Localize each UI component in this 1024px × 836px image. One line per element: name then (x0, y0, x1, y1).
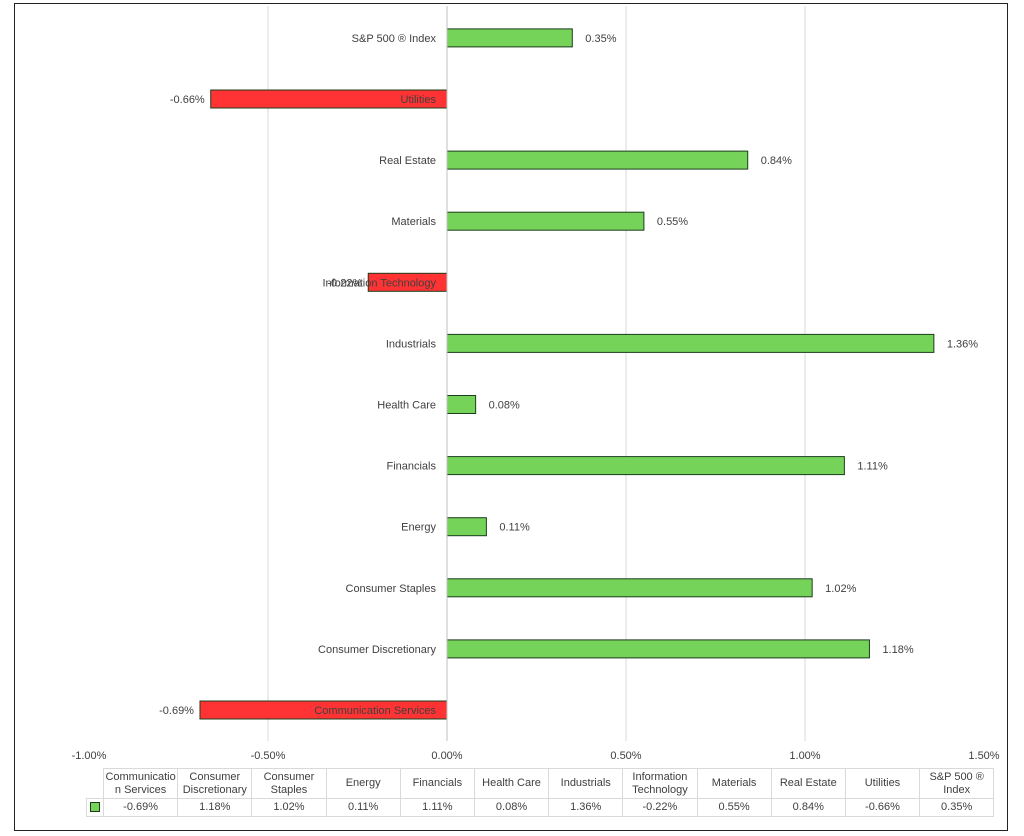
category-label: Energy (401, 522, 436, 534)
category-label: Financials (386, 461, 436, 473)
x-tick-label: 0.50% (610, 750, 641, 762)
value-label: -0.66% (170, 94, 205, 106)
value-label: 0.35% (585, 33, 616, 45)
legend-key-cell (86, 798, 104, 817)
data-table-header-cell: Consumer Staples (251, 768, 327, 799)
bar (446, 28, 573, 48)
data-table-value-cell: 0.11% (325, 798, 401, 817)
value-label: 0.84% (761, 155, 792, 167)
x-tick-label: -1.00% (72, 750, 107, 762)
data-table-corner (86, 768, 104, 799)
category-label: Materials (391, 216, 436, 228)
data-table-value-cell: 0.35% (919, 798, 995, 817)
data-table-header-cell: Consumer Discretionary (177, 768, 253, 799)
bar (446, 395, 477, 414)
bar (446, 150, 749, 170)
bar-chart: -1.00% -0.50% 0.00% 0.50% 1.00% 1.50% Communic… (72, 6, 1000, 762)
data-table-value-cell: -0.66% (844, 798, 921, 817)
data-table-header-cell: Communicatio n Services (102, 768, 179, 799)
category-label: Communication Services (314, 705, 436, 717)
value-label: 0.08% (489, 400, 520, 412)
bar (446, 517, 487, 537)
category-label: S&P 500 ® Index (352, 33, 437, 45)
data-table-header-row: Communicatio n Services Consumer Discreti… (86, 768, 995, 799)
data-table-header-cell: Financials (399, 768, 475, 799)
bar (446, 578, 813, 598)
data-table-header-cell: S&P 500 ® Index (919, 768, 995, 799)
x-tick-label: 0.00% (431, 750, 462, 762)
x-tick-label: 1.50% (968, 750, 999, 762)
value-label: 1.02% (825, 583, 856, 595)
legend-key (90, 802, 100, 813)
bar (446, 211, 645, 231)
category-label: Health Care (377, 400, 436, 412)
data-table-value-cell: 0.55% (696, 798, 772, 817)
value-label: 0.11% (499, 522, 530, 534)
category-label: Utilities (401, 94, 437, 106)
data-table-header-cell: Information Technology (622, 768, 698, 799)
value-label: 0.55% (657, 216, 688, 228)
data-table: Communicatio n Services Consumer Discreti… (86, 768, 995, 817)
value-label: 1.11% (857, 461, 888, 473)
value-label: 1.36% (947, 338, 978, 350)
data-table-header-cell: Health Care (473, 768, 550, 799)
category-label: Industrials (386, 338, 437, 350)
chart-frame: -1.00% -0.50% 0.00% 0.50% 1.00% 1.50% Communic… (14, 3, 1008, 831)
data-table-value-cell: -0.69% (102, 798, 179, 817)
category-label: Real Estate (379, 155, 436, 167)
data-table-header-cell: Materials (696, 768, 772, 799)
value-label: 1.18% (882, 644, 913, 656)
bar (446, 333, 935, 353)
data-table-values-row: -0.69% 1.18% 1.02% 0.11% 1.11% 0.08% 1.36% -0.2… (86, 798, 995, 817)
data-table-value-cell: -0.22% (622, 798, 698, 817)
value-label: -0.69% (159, 705, 194, 717)
bar (446, 639, 870, 659)
category-label: Consumer Discretionary (318, 644, 436, 656)
data-table-header-cell: Utilities (844, 768, 921, 799)
data-table-header-cell: Industrials (548, 768, 624, 799)
data-table-value-cell: 0.84% (770, 798, 846, 817)
data-table-value-cell: 1.36% (548, 798, 624, 817)
data-table-value-cell: 1.18% (177, 798, 253, 817)
category-label: Information Technology (322, 277, 436, 289)
data-table-value-cell: 0.08% (473, 798, 550, 817)
x-tick-label: 1.00% (789, 750, 820, 762)
value-label: -0.22% (327, 277, 362, 289)
category-label: Consumer Staples (346, 583, 437, 595)
data-table-header-cell: Real Estate (770, 768, 846, 799)
bar (446, 456, 845, 476)
data-table-value-cell: 1.02% (251, 798, 327, 817)
data-table-value-cell: 1.11% (399, 798, 475, 817)
data-table-header-cell: Energy (325, 768, 401, 799)
x-tick-label: -0.50% (251, 750, 286, 762)
